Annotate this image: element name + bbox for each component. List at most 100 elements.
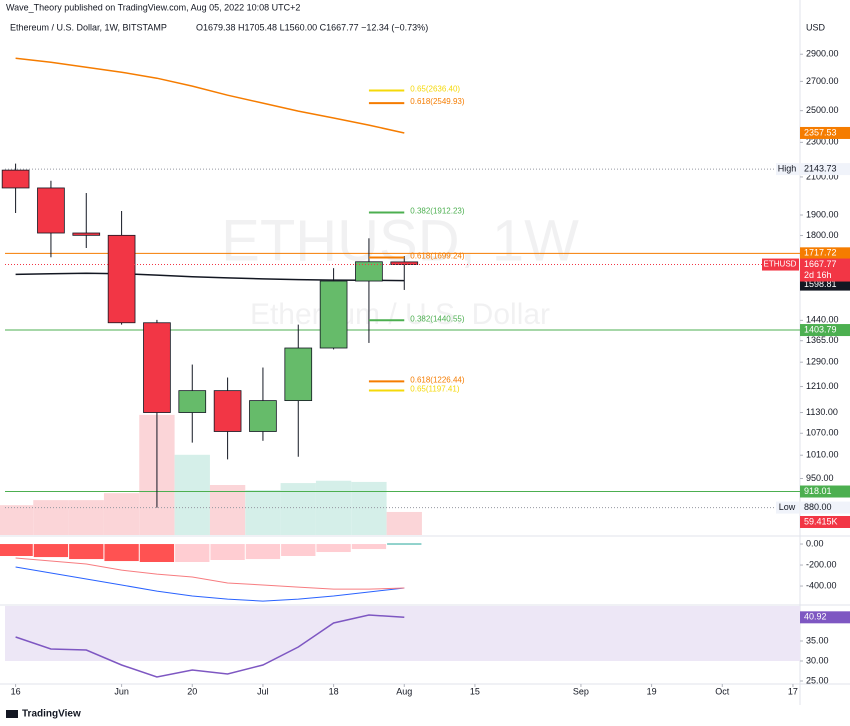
candle-body	[107, 234, 136, 324]
y-tick-label: 2700.00	[806, 76, 839, 86]
price-tag	[800, 516, 850, 528]
price-tag-label: 1717.72	[804, 248, 837, 258]
volume-bar	[68, 500, 104, 535]
macd-line	[15, 566, 405, 602]
price-tag	[800, 324, 850, 337]
y-tick-label: 2100.00	[806, 171, 839, 181]
histogram-bar	[387, 543, 422, 545]
volume-bar	[386, 511, 422, 535]
y-tick-label: 0.00	[806, 538, 824, 548]
moving-average	[15, 57, 405, 134]
candle-body	[1, 169, 30, 189]
fib-label: 0.618(2549.93)	[410, 97, 465, 106]
volume-bar	[315, 480, 352, 535]
fib-label: 0.65(2636.40)	[410, 85, 460, 94]
volume-bar	[351, 481, 387, 535]
price-tag	[800, 126, 850, 139]
x-tick-label: 18	[329, 686, 339, 696]
candle-body	[355, 261, 383, 282]
x-tick-label: Sep	[573, 686, 589, 696]
histogram-bar	[33, 544, 69, 558]
y-tick-label: 1130.00	[806, 407, 838, 417]
candle-body	[143, 322, 171, 413]
histogram-bar	[281, 544, 316, 557]
fib-label: 0.65(1197.41)	[410, 385, 460, 394]
candle-body	[319, 280, 348, 349]
x-tick-label: Jul	[257, 686, 269, 696]
x-tick-label: Jun	[114, 686, 129, 696]
price-tag	[800, 163, 850, 176]
x-tick-label: 19	[647, 686, 657, 696]
watermark: ETHUSD, 1W Ethereum / U.S. Dollar	[221, 208, 579, 331]
price-tag	[800, 258, 850, 282]
volume-bar	[103, 493, 140, 535]
candle-body	[37, 187, 65, 234]
brand: TradingView	[22, 709, 81, 720]
fib-label: 0.382(1912.23)	[410, 207, 465, 216]
price-tag	[800, 611, 850, 624]
y-tick-label: 1210.00	[806, 381, 839, 391]
fib-label: 0.618(1699.24)	[410, 252, 465, 261]
y-tick-label: 30.00	[806, 655, 829, 665]
y-tick-label: 35.00	[806, 635, 829, 645]
price-tag-label: 1598.81	[804, 279, 837, 289]
level-tag-label: High	[778, 163, 797, 173]
price-tag-label: 59.415K	[804, 516, 838, 526]
y-tick-label: 1365.00	[806, 335, 839, 345]
price-tag-label: 918.01	[804, 486, 832, 496]
x-tick-label: 15	[470, 686, 480, 696]
candle-body	[284, 347, 313, 402]
y-tick-label: 1800.00	[806, 230, 839, 240]
histogram-bar	[210, 544, 245, 560]
symbol-tag-label: ETHUSD	[764, 260, 797, 269]
level-tag	[776, 501, 799, 514]
x-tick-label: Oct	[715, 686, 730, 696]
volume-bar	[0, 505, 34, 535]
y-tick-label: 950.00	[806, 473, 834, 483]
histogram-bar	[316, 544, 351, 553]
y-tick-label: 1010.00	[806, 450, 839, 460]
y-tick-label: 2900.00	[806, 49, 839, 59]
countdown: 2d 16h	[804, 270, 832, 280]
histogram-bar	[104, 544, 139, 562]
currency: USD	[806, 22, 826, 32]
candle-body	[178, 390, 207, 413]
y-tick-label: 1290.00	[806, 357, 839, 367]
moving-average	[15, 272, 405, 282]
ohlc-header: O1679.38 H1705.48 L1560.00 C1667.77 −12.…	[196, 22, 428, 32]
macd-line	[15, 557, 405, 590]
volume-bar	[280, 483, 316, 535]
symbol-tag	[762, 258, 799, 271]
price-tag-label: 1403.79	[804, 324, 837, 334]
level-tag-label: Low	[779, 502, 796, 512]
x-tick-label: 17	[788, 686, 798, 696]
price-tag-label: 40.92	[804, 612, 827, 622]
y-tick-label: 2300.00	[806, 137, 839, 147]
volume-bar	[174, 454, 210, 535]
x-tick-label: 20	[187, 686, 197, 696]
level-tag	[776, 163, 799, 176]
publisher: Wave_Theory published on TradingView.com…	[6, 2, 300, 12]
brand-logo	[6, 710, 18, 718]
price-tag-label: 880.00	[804, 502, 832, 512]
y-tick-label: 25.00	[806, 675, 829, 685]
histogram-bar	[351, 544, 387, 550]
price-tag-label: 2143.73	[804, 163, 837, 173]
volume-bar	[33, 500, 69, 535]
volume-bar	[209, 485, 246, 535]
y-tick-label: 2500.00	[806, 105, 839, 115]
volume-bar	[245, 490, 281, 535]
rsi-band	[5, 606, 800, 661]
y-tick-label: 1900.00	[806, 209, 839, 219]
rsi-line	[15, 614, 405, 678]
histogram-bar	[69, 544, 104, 560]
fib-label: 0.382(1440.55)	[410, 314, 465, 323]
y-tick-label: 1440.00	[806, 315, 839, 325]
x-tick-label: 16	[11, 686, 21, 696]
histogram-bar	[139, 544, 175, 562]
histogram-bar	[175, 544, 210, 562]
y-tick-label: -400.00	[806, 580, 837, 590]
x-tick-label: Aug	[396, 686, 412, 696]
symbol-title: Ethereum / U.S. Dollar, 1W, BITSTAMP	[10, 22, 167, 32]
